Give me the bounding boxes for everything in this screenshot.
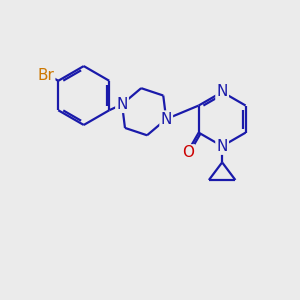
Text: Br: Br	[38, 68, 54, 83]
Text: O: O	[182, 145, 194, 160]
Text: N: N	[116, 97, 128, 112]
Text: N: N	[160, 112, 172, 127]
Text: N: N	[217, 139, 228, 154]
Text: N: N	[217, 85, 228, 100]
